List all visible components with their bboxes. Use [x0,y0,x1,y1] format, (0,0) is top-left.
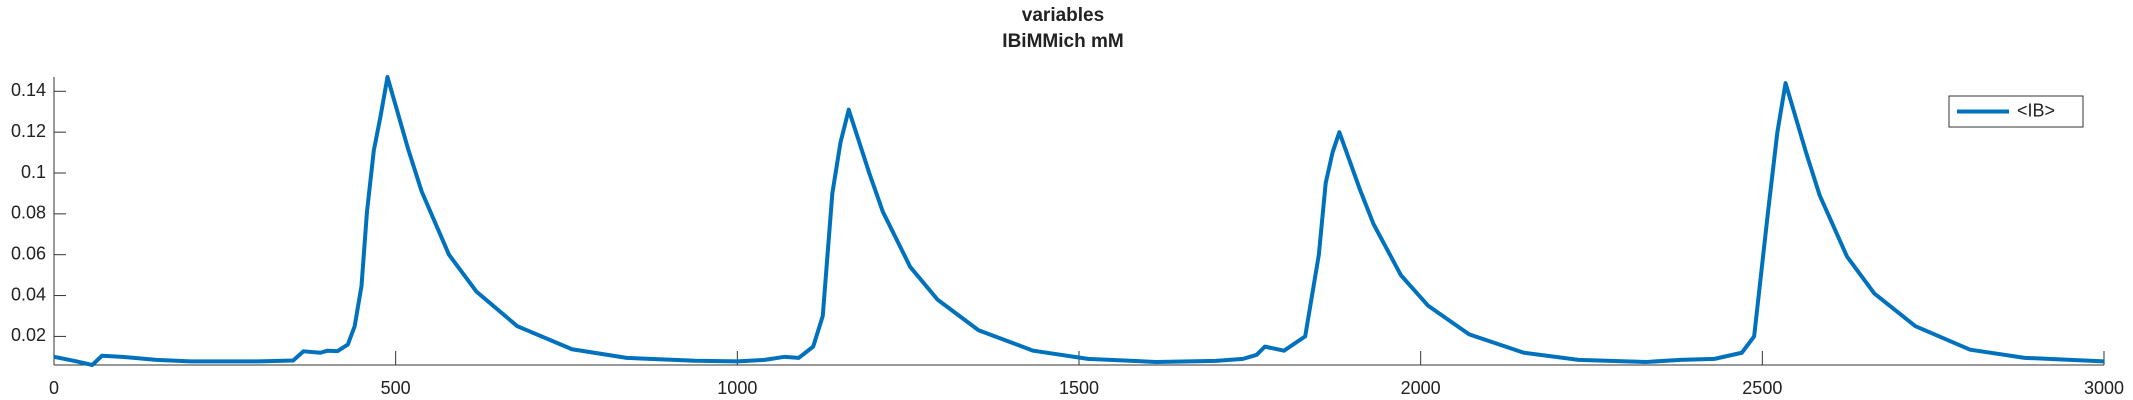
y-tick-label: 0.14 [11,80,46,100]
x-tick-label: 2000 [1401,378,1441,398]
y-tick-label: 0.12 [11,121,46,141]
chart-subtitle: IBiMMich mM [1002,31,1123,52]
x-tick-label: 3000 [2084,378,2124,398]
y-tick-label: 0.02 [11,325,46,345]
y-tick-label: 0.06 [11,243,46,263]
x-tick-label: 500 [381,378,411,398]
y-tick-label: 0.1 [21,162,46,182]
y-tick-label: 0.08 [11,203,46,223]
chart-title: variables [1022,5,1104,26]
legend-label: <IB> [2017,100,2055,120]
data-line [53,75,2105,367]
y-tick-label: 0.04 [11,284,46,304]
x-tick-label: 2500 [1742,378,1782,398]
x-tick-label: 1000 [717,378,757,398]
x-tick-label: 1500 [1059,378,1099,398]
x-tick-label: 0 [49,378,59,398]
